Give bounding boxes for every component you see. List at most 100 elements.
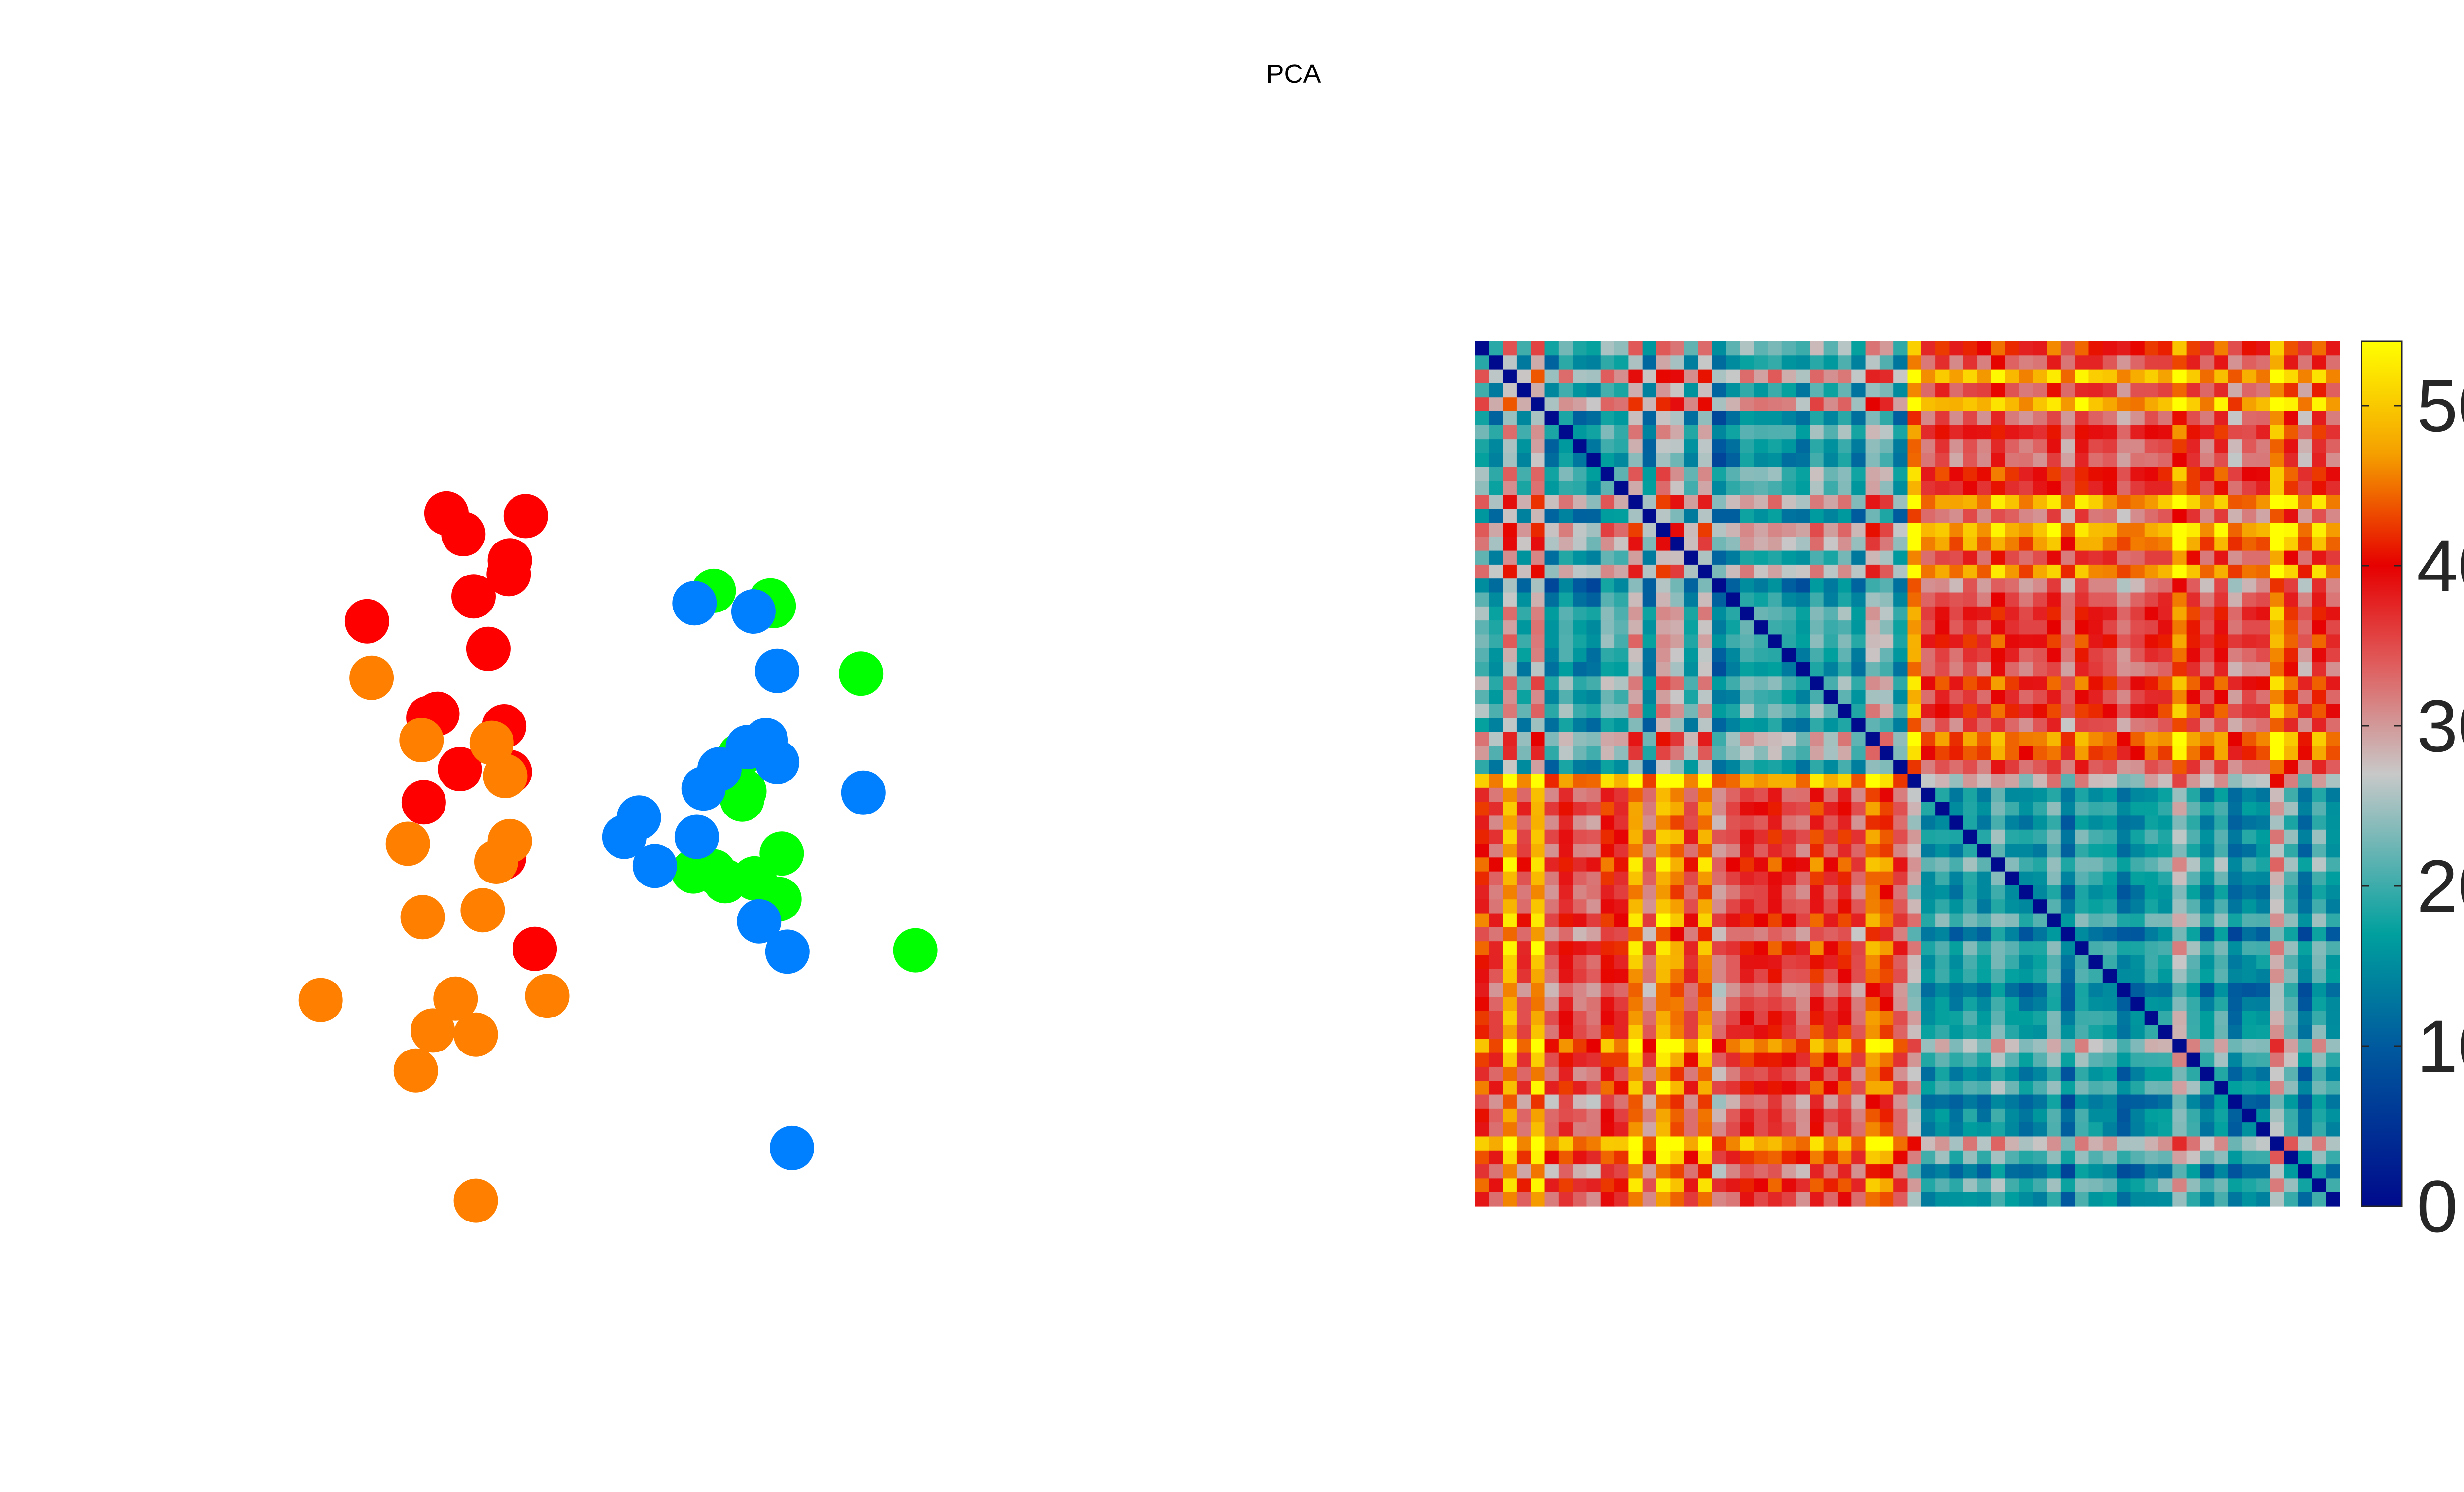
heatmap-cell-36-20	[1754, 844, 1769, 858]
heatmap-cell-24-3	[1516, 676, 1531, 691]
heatmap-cell-48-36	[1977, 1011, 1991, 1025]
heatmap-cell-34-45	[2102, 815, 2117, 830]
heatmap-cell-45-48	[2144, 969, 2159, 983]
heatmap-cell-28-4	[1531, 732, 1545, 746]
heatmap-cell-12-48	[2144, 509, 2159, 523]
heatmap-cell-42-31	[1907, 927, 1922, 942]
heatmap-cell-40-36	[1977, 899, 1991, 914]
heatmap-cell-13-6	[1558, 522, 1573, 537]
heatmap-cell-47-36	[1977, 997, 1991, 1012]
heatmap-cell-54-36	[1977, 1094, 1991, 1109]
heatmap-cell-16-20	[1754, 564, 1769, 579]
heatmap-cell-12-50	[2172, 509, 2187, 523]
heatmap-cell-20-11	[1628, 620, 1643, 635]
heatmap-cell-56-58	[2284, 1122, 2298, 1137]
heatmap-cell-20-54	[2228, 620, 2243, 635]
heatmap-cell-49-18	[1726, 1025, 1741, 1039]
heatmap-cell-20-7	[1573, 620, 1587, 635]
heatmap-cell-11-56	[2256, 495, 2271, 509]
heatmap-cell-53-7	[1573, 1081, 1587, 1095]
heatmap-cell-36-36	[1977, 844, 1991, 858]
heatmap-cell-18-9	[1600, 592, 1615, 607]
heatmap-cell-19-45	[2102, 606, 2117, 621]
heatmap-cell-40-27	[1851, 899, 1866, 914]
heatmap-cell-47-18	[1726, 997, 1741, 1012]
heatmap-cell-48-61	[2326, 1011, 2340, 1025]
heatmap-cell-30-30	[1893, 760, 1908, 775]
heatmap-cell-24-21	[1768, 676, 1782, 691]
heatmap-cell-9-45	[2102, 467, 2117, 481]
heatmap-cell-45-55	[2242, 969, 2257, 983]
heatmap-cell-31-34	[1949, 774, 1964, 788]
heatmap-cell-57-34	[1949, 1136, 1964, 1151]
heatmap-cell-46-38	[2005, 983, 2019, 998]
heatmap-cell-42-42	[2060, 927, 2075, 942]
heatmap-cell-43-45	[2102, 941, 2117, 956]
heatmap-cell-38-23	[1796, 871, 1810, 886]
heatmap-cell-54-15	[1684, 1094, 1699, 1109]
heatmap-cell-9-43	[2075, 467, 2089, 481]
heatmap-cell-36-46	[2117, 844, 2131, 858]
heatmap-cell-28-27	[1851, 732, 1866, 746]
heatmap-cell-61-21	[1768, 1192, 1782, 1207]
scatter-point-s3-5	[755, 740, 800, 784]
heatmap-cell-44-50	[2172, 955, 2187, 970]
heatmap-cell-36-57	[2270, 844, 2285, 858]
heatmap-cell-11-60	[2312, 495, 2327, 509]
heatmap-cell-44-47	[2130, 955, 2145, 970]
heatmap-cell-5-10	[1614, 411, 1629, 426]
heatmap-cell-44-60	[2312, 955, 2327, 970]
heatmap-cell-4-39	[2019, 397, 2033, 412]
heatmap-cell-18-42	[2060, 592, 2075, 607]
heatmap-cell-23-11	[1628, 662, 1643, 677]
heatmap-cell-20-17	[1712, 620, 1727, 635]
heatmap-cell-24-27	[1851, 676, 1866, 691]
heatmap-cell-55-60	[2312, 1108, 2327, 1123]
heatmap-cell-21-43	[2075, 634, 2089, 649]
heatmap-cell-55-7	[1573, 1108, 1587, 1123]
heatmap-cell-26-59	[2298, 704, 2312, 718]
heatmap-cell-26-37	[1991, 704, 2006, 718]
heatmap-cell-59-55	[2242, 1164, 2257, 1179]
heatmap-cell-60-53	[2214, 1178, 2229, 1193]
heatmap-cell-57-9	[1600, 1136, 1615, 1151]
heatmap-cell-60-54	[2228, 1178, 2243, 1193]
heatmap-cell-9-0	[1475, 467, 1489, 481]
heatmap-cell-23-49	[2158, 662, 2173, 677]
heatmap-cell-0-54	[2228, 341, 2243, 356]
heatmap-cell-37-7	[1573, 857, 1587, 872]
heatmap-cell-32-20	[1754, 787, 1769, 802]
heatmap-cell-0-25	[1823, 341, 1838, 356]
heatmap-cell-42-2	[1503, 927, 1517, 942]
heatmap-cell-57-0	[1475, 1136, 1489, 1151]
heatmap-cell-4-32	[1921, 397, 1936, 412]
heatmap-cell-53-45	[2102, 1081, 2117, 1095]
heatmap-cell-36-3	[1516, 844, 1531, 858]
heatmap-cell-59-44	[2088, 1164, 2103, 1179]
heatmap-cell-31-45	[2102, 774, 2117, 788]
heatmap-cell-16-2	[1503, 564, 1517, 579]
heatmap-cell-46-54	[2228, 983, 2243, 998]
heatmap-cell-22-34	[1949, 648, 1964, 663]
heatmap-cell-61-40	[2033, 1192, 2048, 1207]
heatmap-cell-40-35	[1963, 899, 1978, 914]
heatmap-cell-8-35	[1963, 453, 1978, 468]
heatmap-cell-42-19	[1740, 927, 1754, 942]
heatmap-cell-11-31	[1907, 495, 1922, 509]
heatmap-cell-43-41	[2047, 941, 2061, 956]
heatmap-cell-29-39	[2019, 746, 2033, 760]
heatmap-cell-17-50	[2172, 578, 2187, 593]
heatmap-cell-18-54	[2228, 592, 2243, 607]
heatmap-cell-3-6	[1558, 383, 1573, 398]
heatmap-cell-7-55	[2242, 439, 2257, 454]
heatmap-cell-56-35	[1963, 1122, 1978, 1137]
heatmap-cell-24-25	[1823, 676, 1838, 691]
heatmap-cell-22-8	[1586, 648, 1601, 663]
heatmap-cell-9-17	[1712, 467, 1727, 481]
heatmap-cell-28-39	[2019, 732, 2033, 746]
heatmap-cell-36-42	[2060, 844, 2075, 858]
heatmap-cell-15-36	[1977, 550, 1991, 565]
heatmap-cell-29-25	[1823, 746, 1838, 760]
heatmap-cell-1-26	[1837, 355, 1852, 370]
heatmap-cell-51-47	[2130, 1052, 2145, 1067]
